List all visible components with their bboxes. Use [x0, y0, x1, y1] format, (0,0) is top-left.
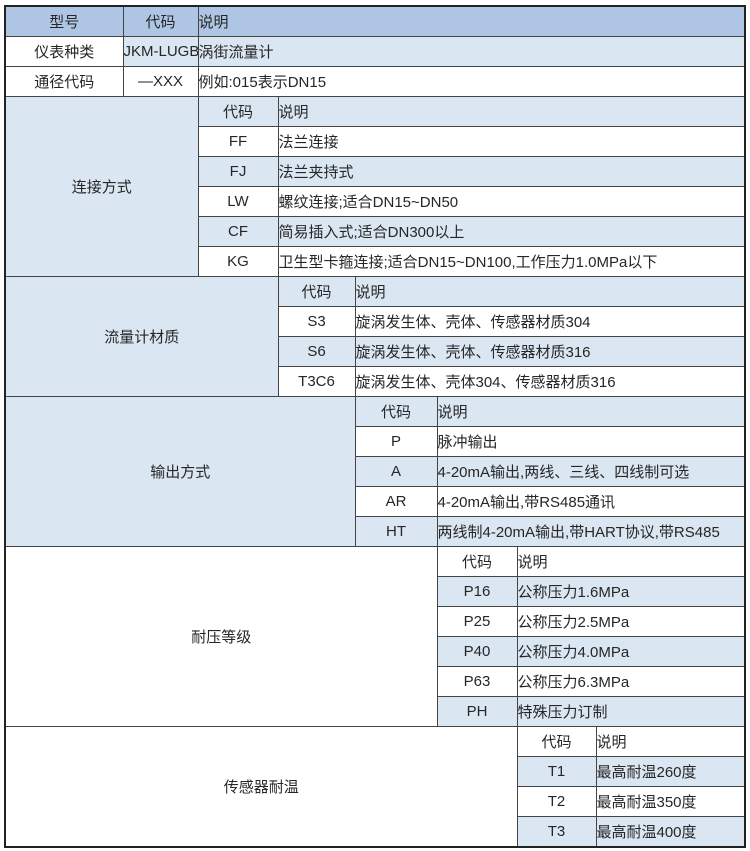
row-label-cell: 通径代码 [4, 66, 124, 97]
sub-header-desc-cell: 说明 [516, 546, 746, 577]
code-cell: P [354, 426, 438, 457]
sub-header-code-cell: 代码 [354, 396, 438, 427]
code-cell: LW [197, 186, 279, 217]
code-cell: P63 [436, 666, 518, 697]
table-row: S6 旋涡发生体、壳体、传感器材质316 [5, 336, 746, 367]
desc-cell: 法兰夹持式 [277, 156, 746, 187]
code-cell: S6 [277, 336, 356, 367]
table-header-row: 型号 代码 说明 [4, 5, 746, 37]
table-row: FF 法兰连接 [5, 126, 746, 157]
table-row: A 4-20mA输出,两线、三线、四线制可选 [5, 456, 746, 487]
desc-cell: 公称压力2.5MPa [516, 606, 746, 637]
desc-cell: 公称压力6.3MPa [516, 666, 746, 697]
table-row: T2 最高耐温350度 [5, 786, 746, 817]
table-row: HT 两线制4-20mA输出,带HART协议,带RS485 [5, 516, 746, 547]
table-row: P25 公称压力2.5MPa [5, 606, 746, 637]
desc-cell: 公称压力4.0MPa [516, 636, 746, 667]
desc-cell: 螺纹连接;适合DN15~DN50 [277, 186, 746, 217]
code-cell: P25 [436, 606, 518, 637]
desc-cell: 旋涡发生体、壳体304、传感器材质316 [354, 366, 746, 397]
sub-header-code-cell: 代码 [516, 726, 597, 757]
sub-header-desc-cell: 说明 [277, 96, 746, 127]
model-selection-table: 型号 代码 说明 仪表种类 JKM-LUGB 涡街流量计 通径代码 —XXX 例… [4, 5, 746, 848]
table-row: P 脉冲输出 [5, 426, 746, 457]
code-cell: FJ [197, 156, 279, 187]
code-cell: KG [197, 246, 279, 277]
desc-cell: 4-20mA输出,两线、三线、四线制可选 [436, 456, 746, 487]
table-row: T3C6 旋涡发生体、壳体304、传感器材质316 [5, 366, 746, 397]
code-cell: T1 [516, 756, 597, 787]
code-cell: JKM-LUGB [122, 36, 199, 67]
code-cell: PH [436, 696, 518, 727]
section-label-pressure: 耐压等级 [4, 546, 438, 727]
desc-cell: 特殊压力订制 [516, 696, 746, 727]
sub-header-row: 流量计材质 代码 说明 [4, 276, 746, 397]
desc-cell: 旋涡发生体、壳体、传感器材质304 [354, 306, 746, 337]
desc-cell: 最高耐温400度 [595, 816, 746, 848]
desc-cell: 最高耐温350度 [595, 786, 746, 817]
code-cell: —XXX [122, 66, 199, 97]
section-label-connection: 连接方式 [4, 96, 199, 277]
desc-cell: 简易插入式;适合DN300以上 [277, 216, 746, 247]
sub-header-row: 耐压等级 代码 说明 [4, 546, 746, 727]
sub-header-row: 传感器耐温 代码 说明 [4, 726, 746, 848]
desc-cell: 公称压力1.6MPa [516, 576, 746, 607]
desc-cell: 卫生型卡箍连接;适合DN15~DN100,工作压力1.0MPa以下 [277, 246, 746, 277]
table-row: 仪表种类 JKM-LUGB 涡街流量计 [4, 36, 746, 67]
table-row: PH 特殊压力订制 [5, 696, 746, 727]
table-row: CF 简易插入式;适合DN300以上 [5, 216, 746, 247]
sub-header-desc-cell: 说明 [595, 726, 746, 757]
desc-cell: 旋涡发生体、壳体、传感器材质316 [354, 336, 746, 367]
table-row: KG 卫生型卡箍连接;适合DN15~DN100,工作压力1.0MPa以下 [5, 246, 746, 277]
desc-cell: 最高耐温260度 [595, 756, 746, 787]
code-cell: T2 [516, 786, 597, 817]
desc-cell: 两线制4-20mA输出,带HART协议,带RS485 [436, 516, 746, 547]
code-cell: S3 [277, 306, 356, 337]
code-cell: A [354, 456, 438, 487]
code-cell: AR [354, 486, 438, 517]
desc-cell: 涡街流量计 [197, 36, 746, 67]
table-row: T1 最高耐温260度 [5, 756, 746, 787]
desc-cell: 4-20mA输出,带RS485通讯 [436, 486, 746, 517]
section-label-output: 输出方式 [4, 396, 356, 547]
table-row: LW 螺纹连接;适合DN15~DN50 [5, 186, 746, 217]
header-code-cell: 代码 [122, 5, 199, 37]
section-label-temperature: 传感器耐温 [4, 726, 518, 848]
sub-header-desc-cell: 说明 [436, 396, 746, 427]
section-label-material: 流量计材质 [4, 276, 279, 397]
header-model-cell: 型号 [4, 5, 124, 37]
code-cell: T3 [516, 816, 597, 848]
sub-header-code-cell: 代码 [197, 96, 279, 127]
desc-cell: 脉冲输出 [436, 426, 746, 457]
header-desc-cell: 说明 [197, 5, 746, 37]
sub-header-desc-cell: 说明 [354, 276, 746, 307]
table-row: 通径代码 —XXX 例如:015表示DN15 [4, 66, 746, 97]
desc-cell: 例如:015表示DN15 [197, 66, 746, 97]
sub-header-code-cell: 代码 [277, 276, 356, 307]
table-row: FJ 法兰夹持式 [5, 156, 746, 187]
code-cell: FF [197, 126, 279, 157]
code-cell: P40 [436, 636, 518, 667]
table-row: AR 4-20mA输出,带RS485通讯 [5, 486, 746, 517]
code-cell: T3C6 [277, 366, 356, 397]
sub-header-code-cell: 代码 [436, 546, 518, 577]
table-row: T3 最高耐温400度 [5, 816, 746, 848]
sub-header-row: 输出方式 代码 说明 [4, 396, 746, 547]
code-cell: HT [354, 516, 438, 547]
code-cell: P16 [436, 576, 518, 607]
table-row: P16 公称压力1.6MPa [5, 576, 746, 607]
desc-cell: 法兰连接 [277, 126, 746, 157]
table-row: P63 公称压力6.3MPa [5, 666, 746, 697]
code-cell: CF [197, 216, 279, 247]
sub-header-row: 连接方式 代码 说明 [4, 96, 746, 277]
row-label-cell: 仪表种类 [4, 36, 124, 67]
